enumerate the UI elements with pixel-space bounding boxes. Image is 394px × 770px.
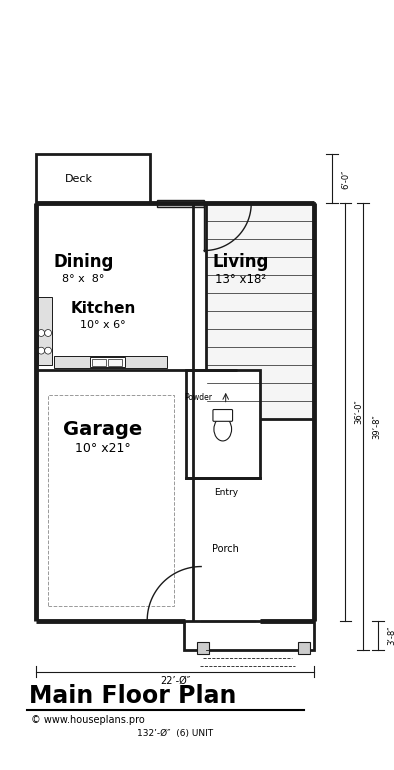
Bar: [206, 203, 314, 420]
Circle shape: [45, 347, 52, 354]
Circle shape: [38, 347, 45, 354]
Bar: [92, 359, 106, 367]
Bar: [38, 296, 52, 366]
Text: Main Floor Plan: Main Floor Plan: [30, 684, 237, 708]
Bar: [90, 357, 125, 367]
Text: Powder: Powder: [184, 393, 212, 402]
Bar: [298, 642, 310, 654]
Text: Porch: Porch: [212, 544, 239, 554]
Text: 132’-Ø″  (6) UNIT: 132’-Ø″ (6) UNIT: [137, 729, 213, 738]
Bar: [36, 155, 150, 203]
Text: 39’-8″: 39’-8″: [372, 414, 381, 439]
Circle shape: [45, 330, 52, 336]
Text: Kitchen: Kitchen: [71, 301, 136, 316]
Bar: [108, 359, 122, 367]
Text: Living: Living: [212, 253, 269, 271]
Bar: [197, 642, 209, 654]
Text: Deck: Deck: [65, 174, 93, 184]
Bar: [54, 356, 167, 368]
Bar: [157, 199, 204, 207]
Text: 10° x 6°: 10° x 6°: [80, 320, 126, 330]
Text: Entry: Entry: [214, 488, 238, 497]
Text: Dining: Dining: [53, 253, 113, 271]
Text: 22’-Ø″: 22’-Ø″: [160, 675, 190, 685]
Ellipse shape: [214, 417, 232, 441]
Bar: [184, 621, 314, 650]
Bar: [186, 370, 260, 478]
Bar: [48, 395, 174, 606]
FancyBboxPatch shape: [213, 410, 232, 421]
Text: Garage: Garage: [63, 420, 143, 439]
Text: 8° x  8°: 8° x 8°: [62, 274, 104, 284]
Text: 3’-8″: 3’-8″: [387, 625, 394, 645]
Text: 36’-0″: 36’-0″: [355, 400, 364, 424]
Text: © www.houseplans.pro: © www.houseplans.pro: [32, 715, 145, 725]
Text: 6’-0″: 6’-0″: [341, 169, 350, 189]
Circle shape: [38, 330, 45, 336]
Text: 10° x21°: 10° x21°: [75, 442, 131, 455]
Text: 13° x18²: 13° x18²: [215, 273, 266, 286]
